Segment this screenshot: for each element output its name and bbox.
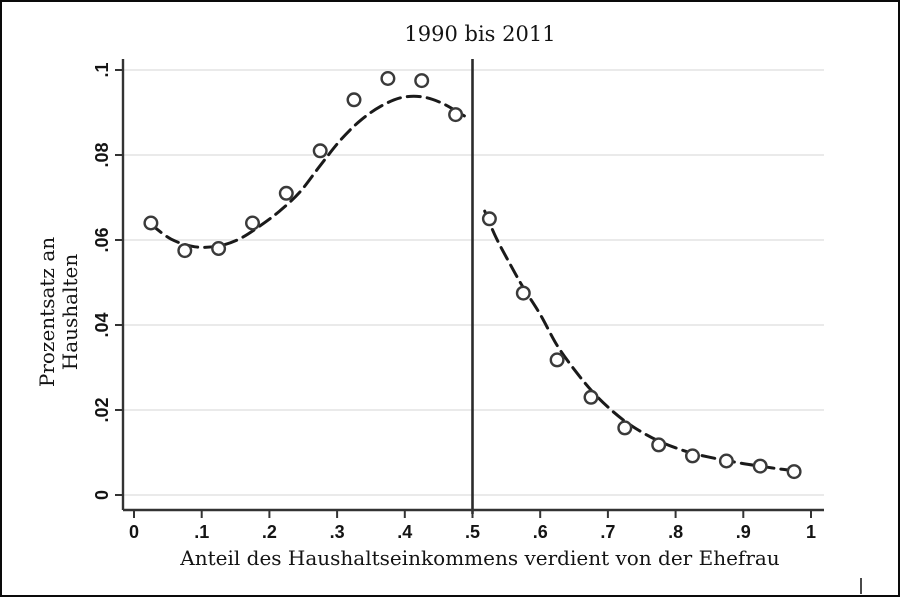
- data-point-anteil-haushalte-rechts: [718, 453, 734, 469]
- y-tick-label: .04: [92, 312, 112, 337]
- x-tick-label: .7: [600, 522, 615, 542]
- data-point-anteil-haushalte-links: [211, 240, 227, 256]
- x-tick-label: .5: [465, 522, 480, 542]
- data-point-anteil-haushalte-rechts: [685, 448, 701, 464]
- fit-curve-glaettung-links: [149, 94, 466, 249]
- data-point-anteil-haushalte-rechts: [617, 420, 633, 436]
- stray-cursor-mark: [860, 578, 862, 594]
- x-tick-label: .1: [194, 522, 209, 542]
- x-tick-label: 1: [806, 522, 816, 542]
- y-tick-label: .1: [92, 62, 112, 77]
- data-point-anteil-haushalte-rechts: [786, 464, 802, 480]
- y-tick-label: 0: [92, 490, 112, 500]
- data-point-anteil-haushalte-links: [346, 92, 362, 108]
- x-tick-label: .6: [533, 522, 548, 542]
- x-tick-label: .4: [397, 522, 412, 542]
- data-point-anteil-haushalte-links: [312, 143, 328, 159]
- x-tick-label: .2: [262, 522, 277, 542]
- x-tick-label: .9: [736, 522, 751, 542]
- data-point-anteil-haushalte-links: [278, 185, 294, 201]
- data-point-anteil-haushalte-rechts: [515, 285, 531, 301]
- y-tick-label: .06: [92, 227, 112, 252]
- data-point-anteil-haushalte-rechts: [583, 389, 599, 405]
- data-point-anteil-haushalte-links: [414, 73, 430, 89]
- data-point-anteil-haushalte-rechts: [651, 437, 667, 453]
- x-axis-title: Anteil des Haushaltseinkommens verdient …: [180, 546, 780, 570]
- fit-curve-glaettung-rechts: [483, 209, 796, 473]
- data-point-anteil-haushalte-rechts: [752, 458, 768, 474]
- data-point-anteil-haushalte-links: [177, 243, 193, 259]
- data-point-anteil-haushalte-links: [448, 107, 464, 123]
- x-tick-label: .3: [330, 522, 345, 542]
- y-tick-label: .08: [92, 142, 112, 167]
- y-tick-label: .02: [92, 397, 112, 422]
- data-point-anteil-haushalte-links: [143, 215, 159, 231]
- data-point-anteil-haushalte-links: [380, 70, 396, 86]
- x-tick-label: 0: [129, 522, 139, 542]
- data-point-anteil-haushalte-links: [244, 215, 260, 231]
- data-point-anteil-haushalte-rechts: [481, 211, 497, 227]
- x-tick-label: .8: [668, 522, 683, 542]
- chart-title: 1990 bis 2011: [404, 22, 556, 46]
- data-point-anteil-haushalte-rechts: [549, 352, 565, 368]
